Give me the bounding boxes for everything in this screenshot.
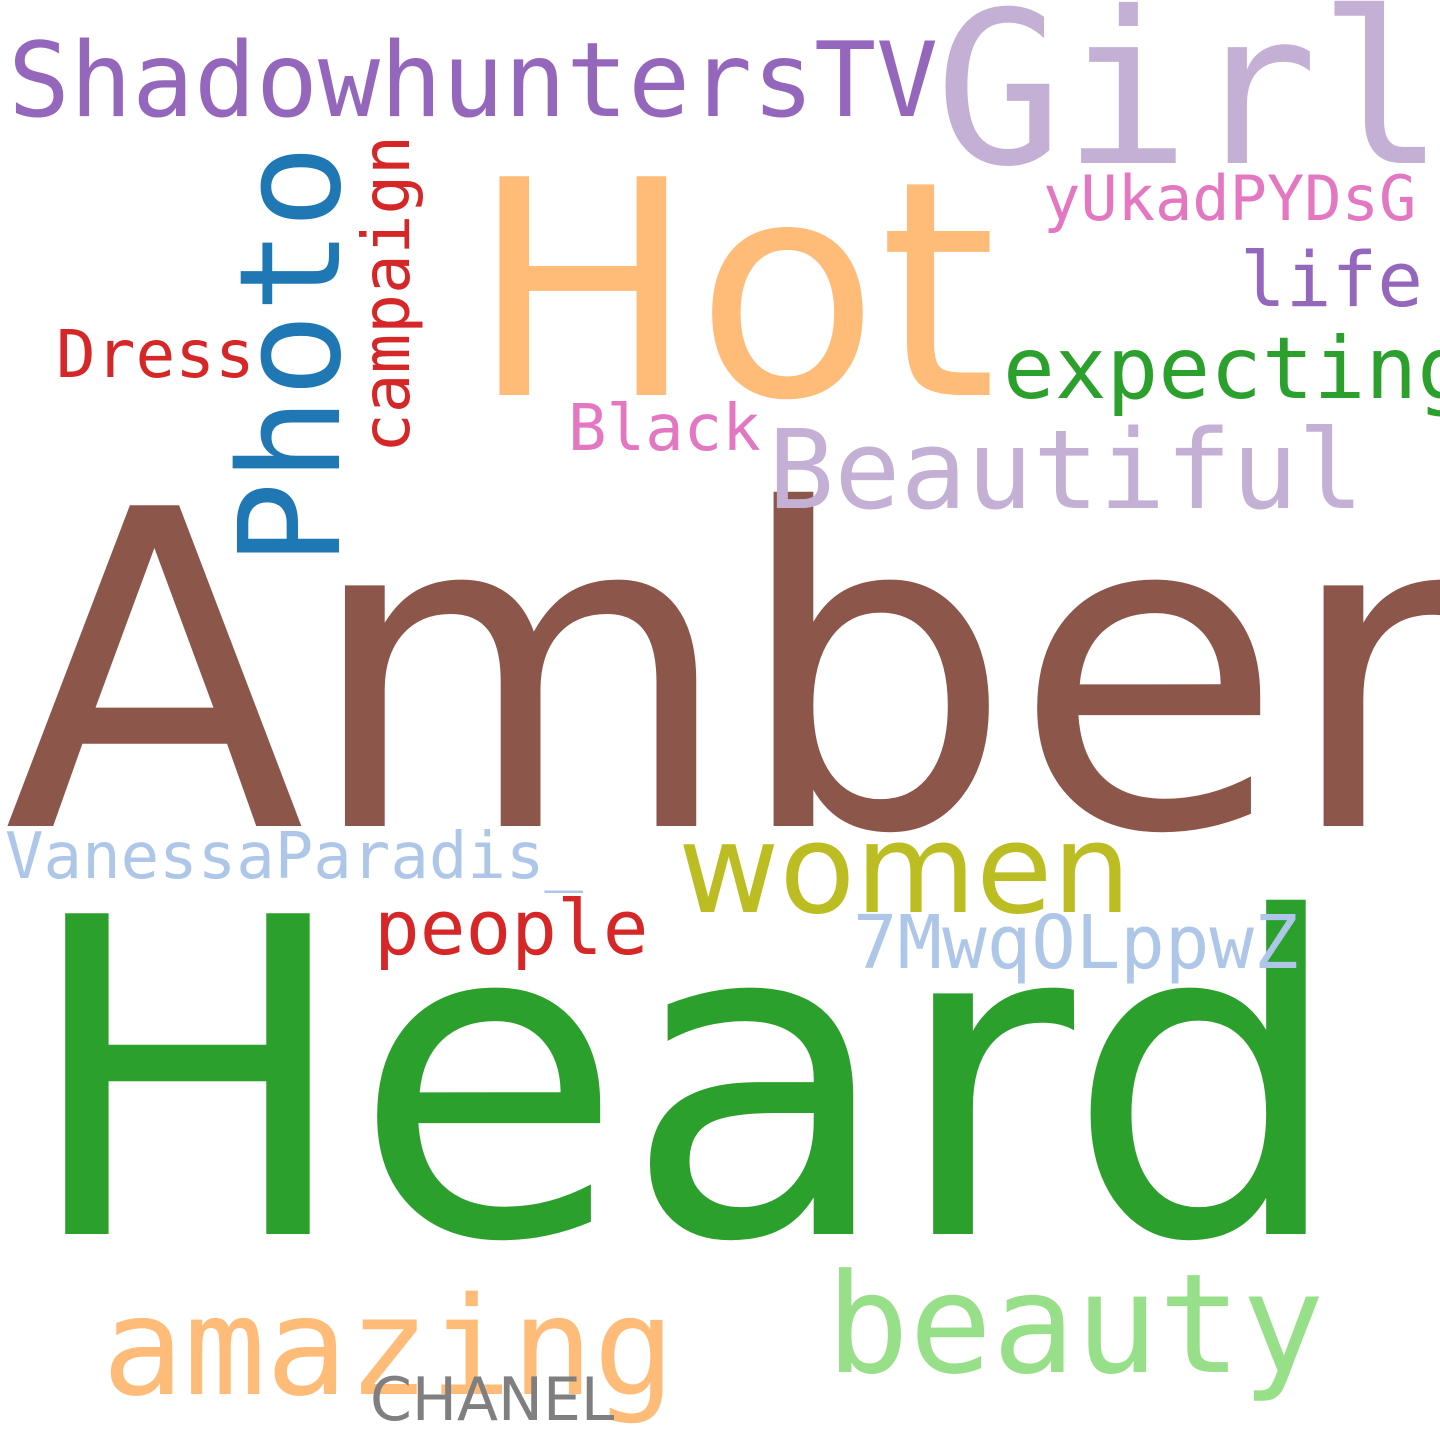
word-expecting: expecting xyxy=(1003,319,1440,419)
word-black: Black xyxy=(568,392,761,466)
word-vanessaparadis: VanessaParadis_ xyxy=(5,820,583,894)
word-people: people xyxy=(374,883,649,972)
word-women: women xyxy=(678,798,1131,942)
word-shadowhunterstv: ShadowhuntersTV xyxy=(8,21,939,141)
word-yukadpydsg: yUkadPYDsG xyxy=(1043,162,1417,235)
word-7mwqolppwz: 7MwqOLppwZ xyxy=(853,900,1299,986)
word-beautiful: Beautiful xyxy=(768,406,1365,534)
word-life: life xyxy=(1240,235,1424,324)
word-chanel: CHANEL xyxy=(370,1365,615,1435)
word-heard: Heard xyxy=(22,826,1346,1338)
word-campaign: campaign xyxy=(348,135,425,453)
word-amber: Amber xyxy=(4,418,1440,930)
word-dress: Dress xyxy=(56,316,255,393)
word-girl: Girl xyxy=(935,0,1440,213)
word-hot: Hot xyxy=(470,117,997,466)
word-beauty: beauty xyxy=(826,1244,1325,1405)
word-amazing: amazing xyxy=(102,1269,676,1427)
